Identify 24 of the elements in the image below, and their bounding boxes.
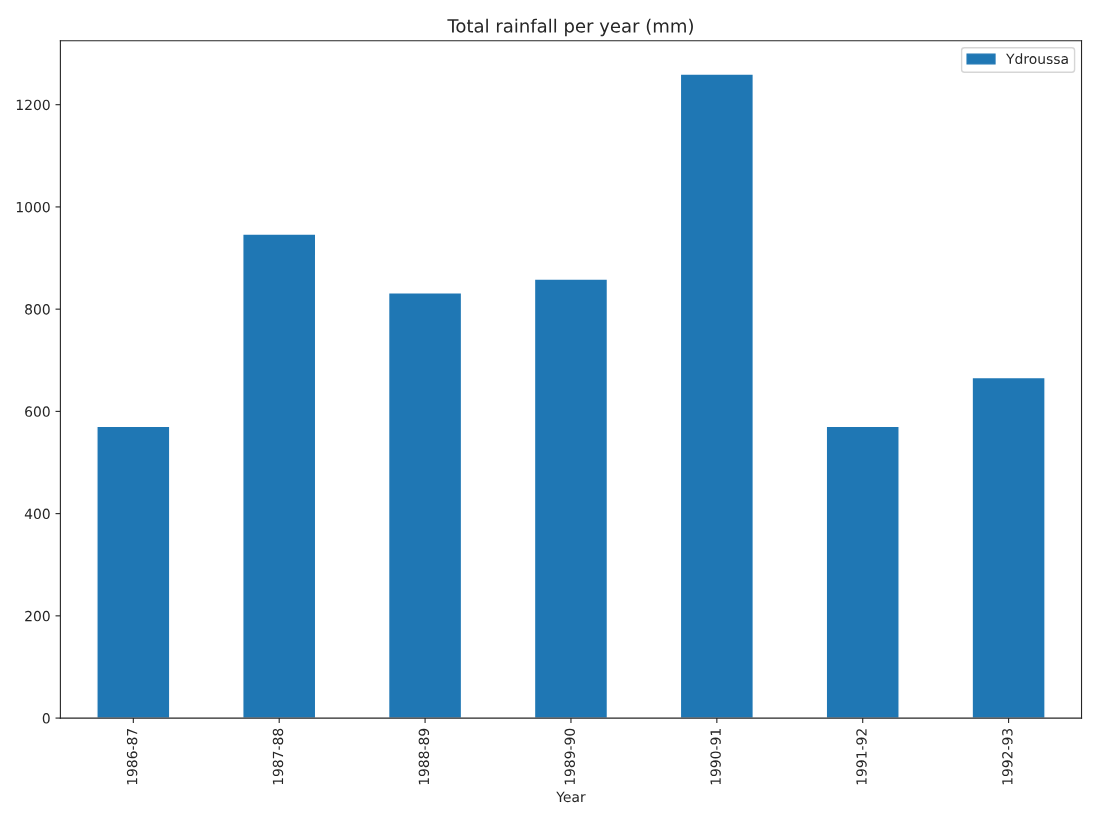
bar [387, 292, 463, 719]
y-tick-label: 0 [42, 713, 50, 724]
y-tick-label: 200 [25, 610, 50, 622]
x-axis-title: Year [556, 791, 586, 803]
y-tick-label: 800 [25, 304, 50, 315]
chart-title: Total rainfall per year (mm) [447, 18, 693, 37]
x-tick-label: 1991-92 [856, 729, 867, 785]
bar [971, 376, 1046, 719]
bar [679, 73, 755, 719]
y-tick-label: 400 [24, 508, 50, 520]
x-tick-label: 1990-91 [710, 729, 721, 785]
x-tick-label: 1986-87 [126, 728, 138, 785]
y-tick-label: 600 [25, 406, 50, 417]
bar [96, 425, 171, 719]
bar [533, 278, 609, 719]
x-tick-label: 1987-88 [272, 728, 284, 785]
y-tick-label: 1200 [16, 99, 50, 111]
x-tick-label: 1992-93 [1002, 728, 1013, 785]
bar [242, 233, 317, 719]
y-tick-label: 1000 [16, 201, 50, 213]
x-tick-label: 1989-90 [564, 728, 575, 785]
x-tick-label: 1988-89 [418, 728, 430, 785]
bar [825, 425, 900, 719]
legend-label: Ydroussa [1006, 53, 1068, 65]
